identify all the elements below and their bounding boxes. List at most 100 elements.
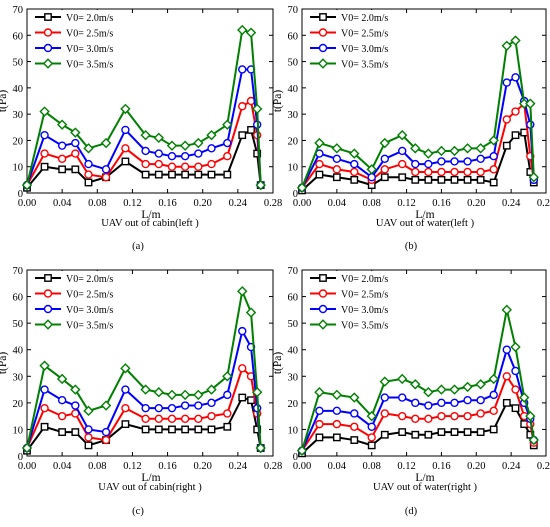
data-point — [141, 170, 150, 179]
data-point — [437, 157, 446, 166]
data-point — [84, 170, 93, 179]
legend-label: V0= 2.0m/s — [66, 274, 113, 285]
data-point — [57, 396, 67, 405]
data-point — [40, 403, 49, 413]
data-point — [207, 411, 216, 421]
data-point — [58, 428, 67, 436]
legend-label: V0= 3.0m/s — [341, 44, 388, 55]
data-point — [437, 428, 446, 436]
y-tick-label: 40 — [288, 346, 299, 357]
data-point — [350, 167, 359, 177]
data-point — [350, 159, 359, 169]
data-point — [101, 173, 111, 182]
data-point — [449, 145, 460, 157]
y-tick-label: 50 — [13, 58, 24, 69]
data-point — [71, 149, 80, 158]
data-point — [121, 403, 130, 413]
data-point — [463, 175, 472, 184]
data-point — [380, 393, 389, 402]
data-point — [141, 414, 150, 423]
panel-label: (a) — [132, 241, 144, 252]
data-point — [194, 401, 203, 410]
legend: V0= 2.0m/s V0= 2.5m/s V0= 3.0m/s V0= 3.5m/s — [31, 271, 123, 339]
legend-swatch-marker — [43, 43, 53, 53]
data-point — [40, 422, 49, 431]
legend-swatch-marker — [42, 319, 54, 330]
y-tick-label: 50 — [288, 58, 299, 69]
legend-swatch-marker — [319, 13, 327, 21]
panel-label: (d) — [405, 506, 418, 517]
data-point — [511, 366, 520, 376]
data-point — [424, 401, 433, 410]
data-point — [255, 179, 266, 191]
legend-label: V0= 2.0m/s — [66, 13, 113, 24]
legend-swatch-marker — [44, 274, 52, 282]
y-tick-label: 0 — [18, 452, 23, 463]
x-tick-label: 0.20 — [194, 461, 212, 472]
data-point — [437, 411, 446, 421]
data-point — [450, 411, 459, 421]
data-point — [223, 151, 232, 161]
chart-panel-1: 0 10 20 30 40 50 60 70 0.00 0.04 0.08 0.12 0.16 0.20 0… — [0, 5, 282, 252]
data-point — [367, 173, 376, 182]
data-point — [528, 172, 539, 183]
data-point — [101, 427, 111, 437]
y-tick-label: 0 — [293, 452, 298, 463]
series-3 — [297, 345, 538, 455]
data-point — [40, 130, 49, 140]
data-point — [398, 159, 407, 169]
y-tick-label: 50 — [13, 319, 24, 330]
data-point — [502, 115, 511, 124]
data-point — [223, 422, 232, 431]
data-point — [206, 129, 217, 141]
data-point — [410, 379, 421, 390]
data-point — [121, 157, 130, 166]
data-point — [501, 40, 512, 51]
data-point — [331, 389, 343, 401]
data-point — [154, 403, 163, 413]
legend-label: V0= 3.0m/s — [66, 44, 113, 55]
x-axis-label: L/m — [141, 209, 160, 221]
y-tick-label: 40 — [13, 346, 24, 357]
data-point — [56, 373, 68, 385]
data-point — [437, 167, 446, 177]
data-point — [84, 178, 93, 187]
data-point — [315, 419, 324, 429]
data-point — [245, 307, 257, 318]
y-tick-label: 30 — [288, 372, 299, 383]
series-4 — [296, 35, 539, 193]
y-tick-label: 60 — [288, 293, 299, 304]
data-point — [463, 411, 472, 421]
data-point — [411, 414, 420, 423]
y-tick-label: 40 — [288, 84, 299, 95]
data-point — [223, 138, 232, 148]
x-tick-label: 0.16 — [158, 198, 176, 209]
data-point — [181, 425, 190, 434]
data-point — [463, 396, 472, 405]
data-point — [101, 165, 111, 174]
x-tick-label: 0.00 — [293, 461, 311, 472]
y-tick-label: 20 — [288, 136, 299, 147]
data-point — [511, 131, 520, 140]
data-point — [21, 442, 33, 454]
data-point — [71, 138, 80, 148]
data-point — [181, 170, 190, 179]
data-point — [528, 434, 539, 446]
legend-label: V0= 3.0m/s — [66, 305, 113, 316]
data-point — [398, 146, 407, 156]
y-tick-label: 10 — [13, 163, 24, 174]
legend-swatch-marker — [317, 58, 329, 69]
data-point — [141, 159, 150, 169]
data-point — [70, 127, 81, 138]
data-point — [154, 170, 163, 179]
data-point — [238, 102, 247, 111]
data-point — [193, 137, 204, 149]
data-point — [332, 173, 341, 182]
data-point — [223, 390, 232, 400]
data-point — [423, 148, 434, 159]
x-tick-label: 0.24 — [229, 461, 248, 472]
data-point — [450, 167, 459, 177]
data-point — [411, 430, 420, 439]
data-point — [476, 167, 485, 177]
